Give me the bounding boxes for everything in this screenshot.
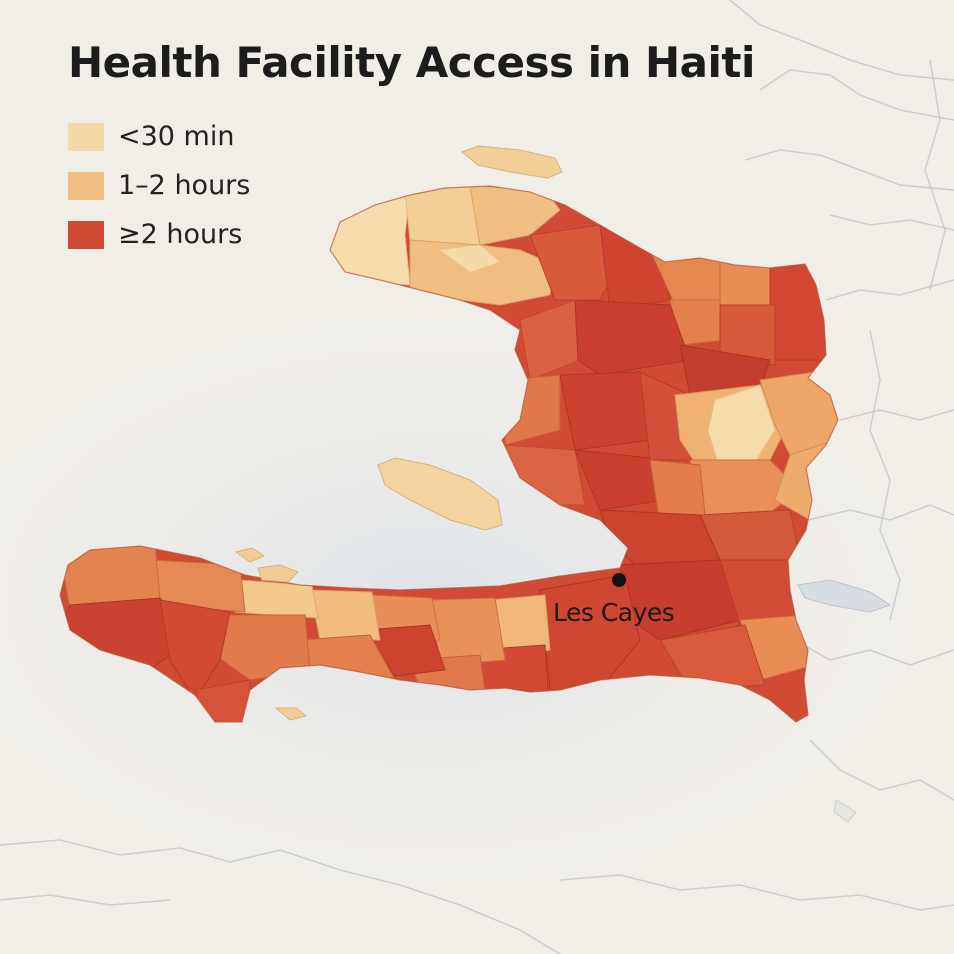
tortuga-island [461,145,563,179]
legend: <30 min 1–2 hours ≥2 hours [68,112,250,259]
islet [833,799,857,823]
city-marker-dot [612,573,626,587]
choropleth-regions [59,185,839,723]
small-island [257,564,299,583]
legend-swatch [68,122,104,151]
legend-item: ≥2 hours [68,210,250,259]
legend-label: ≥2 hours [118,219,243,250]
legend-item: 1–2 hours [68,161,250,210]
legend-label: <30 min [118,121,235,152]
ile-a-vache-island [274,707,308,721]
legend-swatch [68,220,104,249]
city-label-les-cayes: Les Cayes [553,598,675,627]
small-island [234,547,266,563]
map-title: Health Facility Access in Haiti [68,38,755,87]
lake-area [797,579,892,613]
legend-swatch [68,171,104,200]
gonave-island [377,457,503,531]
legend-item: <30 min [68,112,250,161]
legend-label: 1–2 hours [118,170,251,201]
